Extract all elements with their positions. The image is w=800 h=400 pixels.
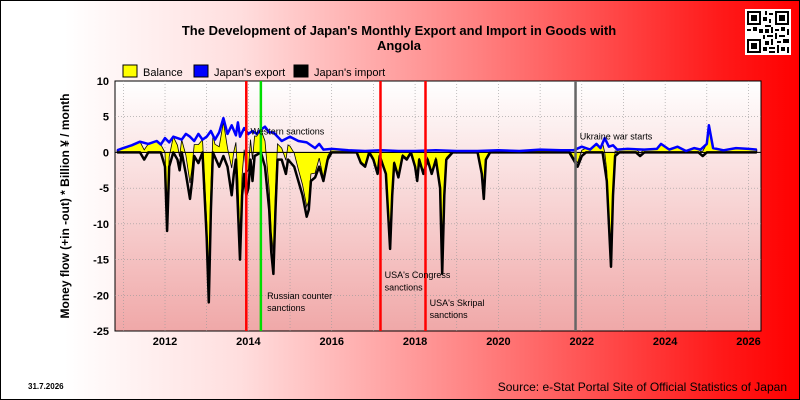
x-tick-label: 2018 [403, 336, 427, 348]
chart-title-line-2: Angola [377, 38, 422, 53]
qr-code-icon [745, 9, 791, 55]
source-text: Source: e-Stat Portal Site of Official S… [498, 380, 787, 394]
y-tick-label: -15 [93, 255, 109, 267]
marker-group [245, 81, 577, 331]
annotation-label: Russian counter [267, 291, 332, 301]
y-tick-label: 10 [97, 76, 109, 88]
legend-label-balance: Balance [143, 67, 183, 79]
annotation-label: sanctions [385, 282, 424, 292]
x-tick-label: 2022 [570, 336, 594, 348]
footer-date: 31.7.2026 [28, 382, 64, 391]
x-tick-label: 2016 [319, 336, 343, 348]
annotation-label: Ukraine war starts [580, 132, 653, 142]
x-tick-label: 2026 [736, 336, 760, 348]
annotation-group: Western sanctions Russian counter sanction… [250, 127, 652, 321]
y-axis: 10 5 0 -5 -10 -15 -20 -25 [93, 76, 109, 338]
y-tick-label: -5 [99, 183, 109, 195]
y-tick-label: 5 [103, 112, 109, 124]
y-tick-label: -25 [93, 326, 109, 338]
series-group [115, 116, 761, 304]
x-tick-label: 2020 [486, 336, 510, 348]
annotation-label: sanctions [430, 310, 469, 320]
legend: Balance Japan's export Japan's import [122, 64, 385, 79]
legend-label-import: Japan's import [314, 67, 385, 79]
legend-swatch-export [193, 64, 209, 78]
annotation-label: USA's Skripal [430, 298, 485, 308]
series-line-export [116, 116, 757, 153]
annotation-label: sanctions [267, 303, 306, 313]
x-tick-label: 2012 [153, 336, 177, 348]
x-tick-label: 2024 [653, 336, 678, 348]
y-tick-label: 0 [103, 147, 109, 159]
y-axis-label: Money flow (+in -out) * Billion ¥ / mont… [58, 94, 72, 319]
y-tick-label: -10 [93, 219, 109, 231]
annotation-label: Western sanctions [250, 127, 324, 137]
y-tick-label: -20 [93, 290, 109, 302]
x-axis: 2012 2014 2016 2018 2020 2022 2024 2026 [153, 336, 761, 348]
legend-swatch-balance [122, 64, 138, 78]
legend-swatch-import [293, 64, 309, 78]
series-line-import [117, 151, 757, 304]
x-tick-label: 2014 [236, 336, 261, 348]
legend-label-export: Japan's export [214, 67, 285, 79]
chart-title-line-1: The Development of Japan's Monthly Expor… [182, 23, 616, 38]
annotation-label: USA's Congress [385, 270, 451, 280]
